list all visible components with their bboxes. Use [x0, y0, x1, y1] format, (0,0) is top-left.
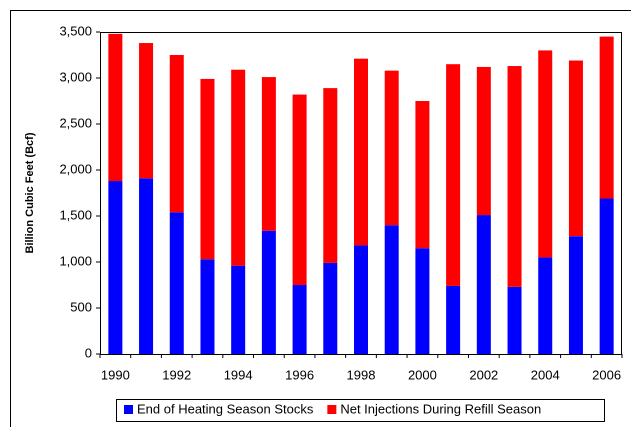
x-tick-label: 1998 [347, 367, 376, 382]
bar-segment [139, 178, 154, 354]
bar-segment [323, 88, 338, 263]
legend-swatch [327, 405, 337, 414]
bar-segment [538, 257, 553, 354]
bar-segment [476, 215, 491, 354]
bar-segment [200, 259, 215, 354]
bar-segment [231, 69, 246, 266]
bar-segment [384, 70, 399, 226]
bar-segment [169, 212, 184, 354]
x-tick-label: 1994 [224, 367, 253, 382]
bar-segment [231, 265, 246, 354]
legend-box [116, 399, 605, 422]
y-tick-label: 1,000 [59, 253, 92, 268]
bar-segment [139, 43, 154, 179]
bar-segment [261, 230, 276, 354]
bar-segment [568, 236, 583, 354]
y-axis-label: Billion Cubic Feet (Bcf) [24, 132, 36, 253]
y-tick-label: 0 [85, 345, 92, 360]
x-tick-label: 2000 [408, 367, 437, 382]
bar-segment [476, 66, 491, 216]
x-tick-label: 2006 [592, 367, 621, 382]
bar-segment [292, 94, 307, 285]
x-tick-label: 1996 [285, 367, 314, 382]
bar-segment [354, 58, 368, 246]
bar-segment [446, 285, 461, 354]
bar-segment [568, 60, 583, 237]
bar-segment [108, 181, 123, 354]
y-tick-label: 500 [70, 299, 92, 314]
bar-segment [354, 245, 368, 354]
bar-segment [446, 64, 461, 286]
bar-segment [415, 248, 430, 354]
bar-segment [108, 33, 123, 182]
bar-segment [261, 77, 276, 231]
legend-swatch [124, 405, 133, 414]
y-tick-label: 3,500 [59, 23, 92, 38]
x-tick-label: 1990 [101, 367, 130, 382]
bar-segment [507, 286, 522, 354]
bar-segment [599, 198, 614, 354]
legend-label: End of Heating Season Stocks [137, 401, 314, 416]
x-tick-label: 2002 [469, 367, 498, 382]
bar-segment [384, 225, 399, 354]
bar-segment [538, 50, 553, 258]
y-tick-label: 2,500 [59, 115, 92, 130]
y-tick-label: 1,500 [59, 207, 92, 222]
bar-segment [169, 55, 184, 213]
x-tick-label: 1992 [162, 367, 191, 382]
bar-segment [323, 262, 338, 354]
y-tick-label: 3,000 [59, 69, 92, 84]
legend-label: Net Injections During Refill Season [340, 401, 541, 416]
y-tick-label: 2,000 [59, 161, 92, 176]
bar-segment [599, 36, 614, 199]
x-tick-label: 2004 [531, 367, 560, 382]
bar-segment [292, 285, 307, 354]
bar-segment [507, 66, 522, 287]
bar-segment [200, 78, 215, 260]
bar-segment [415, 101, 430, 249]
